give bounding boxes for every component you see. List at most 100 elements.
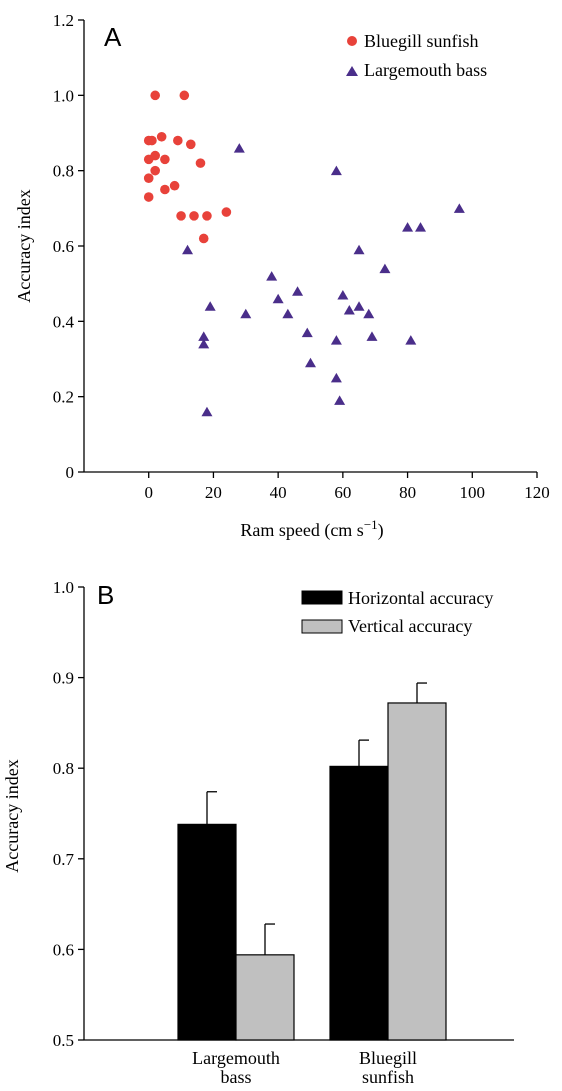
largemouth-point bbox=[233, 143, 245, 153]
bar-horizontal bbox=[177, 823, 237, 1041]
largemouth-point bbox=[282, 308, 294, 319]
bluegill-point bbox=[169, 180, 180, 191]
bluegill-point bbox=[176, 211, 186, 221]
largemouth-point bbox=[453, 203, 465, 213]
scatter-y-tick-label: 0.6 bbox=[53, 237, 74, 256]
largemouth-point bbox=[337, 289, 349, 300]
bluegill-point bbox=[143, 173, 154, 183]
bar-y-tick-label: 0.6 bbox=[53, 940, 74, 959]
scatter-y-tick-label: 1.2 bbox=[53, 11, 74, 30]
category-label: Bluegill bbox=[359, 1048, 417, 1068]
bluegill-point bbox=[198, 233, 209, 244]
bar-legend: Horizontal accuracy Vertical accuracy bbox=[301, 588, 493, 636]
bluegill-point bbox=[150, 90, 160, 101]
bar-vertical bbox=[235, 954, 295, 1041]
bar-vertical bbox=[387, 702, 447, 1041]
category-label: sunfish bbox=[362, 1067, 414, 1087]
largemouth-point bbox=[266, 271, 278, 281]
scatter-x-tick-label: 0 bbox=[144, 483, 153, 502]
largemouth-point bbox=[330, 165, 342, 176]
bluegill-point bbox=[150, 165, 160, 176]
bar-y-tick-label: 0.7 bbox=[53, 850, 75, 869]
largemouth-point bbox=[330, 335, 342, 345]
scatter-y-tick-label: 0 bbox=[66, 463, 75, 482]
bar-axes bbox=[83, 587, 514, 1041]
legend-marker-largemouth bbox=[346, 66, 358, 76]
scatter-points bbox=[143, 90, 465, 417]
bar-marks bbox=[177, 682, 447, 1041]
largemouth-point bbox=[240, 308, 252, 319]
largemouth-point bbox=[198, 331, 210, 341]
scatter-y-tick-label: 1.0 bbox=[53, 86, 74, 105]
largemouth-point bbox=[201, 406, 213, 417]
bluegill-point bbox=[189, 211, 199, 221]
bluegill-point bbox=[150, 150, 160, 161]
bar-y-tick-label: 0.5 bbox=[53, 1031, 74, 1050]
bluegill-point bbox=[147, 135, 157, 146]
largemouth-point bbox=[366, 331, 378, 341]
largemouth-point bbox=[330, 372, 342, 383]
largemouth-point bbox=[379, 263, 391, 274]
largemouth-point bbox=[363, 308, 375, 319]
legend-swatch-horizontal bbox=[301, 590, 343, 605]
scatter-x-tick-label: 80 bbox=[399, 483, 416, 502]
largemouth-point bbox=[334, 395, 346, 405]
largemouth-point bbox=[305, 357, 316, 368]
largemouth-point bbox=[198, 338, 210, 349]
largemouth-point bbox=[204, 301, 216, 311]
legend-label-largemouth: Largemouth bass bbox=[364, 60, 487, 80]
bar-y-tick-label: 0.8 bbox=[53, 759, 74, 778]
bar-y-tick-label: 1.0 bbox=[53, 578, 74, 597]
scatter-x-tick-label: 20 bbox=[205, 483, 222, 502]
largemouth-point bbox=[353, 301, 365, 311]
largemouth-point bbox=[353, 244, 365, 255]
scatter-y-tick-label: 0.8 bbox=[53, 162, 74, 181]
largemouth-point bbox=[272, 293, 284, 304]
panel-letter-a: A bbox=[104, 22, 122, 52]
largemouth-point bbox=[405, 335, 417, 345]
scatter-x-tick-label: 60 bbox=[334, 483, 351, 502]
category-label: Largemouth bbox=[192, 1048, 280, 1068]
bluegill-point bbox=[160, 184, 170, 195]
scatter-x-axis-label: Ram speed (cm s−1) bbox=[240, 517, 383, 541]
scatter-panel-a: A 0 20 40 60 80 100 120 0 0.2 0.4 0.6 0.8 1.0 1.2 Ram… bbox=[14, 11, 550, 541]
scatter-x-tick-label: 120 bbox=[524, 483, 550, 502]
category-label: bass bbox=[221, 1067, 252, 1087]
scatter-y-tick-label: 0.2 bbox=[53, 388, 74, 407]
scatter-x-tick-label: 40 bbox=[270, 483, 287, 502]
scatter-legend: Bluegill sunfish Largemouth bass bbox=[346, 31, 487, 80]
largemouth-point bbox=[402, 222, 414, 232]
bluegill-point bbox=[185, 139, 196, 150]
bluegill-point bbox=[195, 158, 206, 168]
legend-label-bluegill: Bluegill sunfish bbox=[364, 31, 479, 51]
scatter-x-tick-label: 100 bbox=[460, 483, 486, 502]
largemouth-point bbox=[301, 327, 313, 338]
panel-letter-b: B bbox=[97, 580, 114, 610]
bluegill-point bbox=[143, 192, 154, 202]
bar-y-tick-label: 0.9 bbox=[53, 669, 74, 688]
bluegill-point bbox=[179, 90, 190, 101]
bluegill-point bbox=[173, 135, 183, 146]
scatter-axes bbox=[83, 20, 537, 473]
scatter-ticks: 0 20 40 60 80 100 120 0 0.2 0.4 0.6 0.8 1.0 1.2 bbox=[53, 11, 550, 502]
bar-y-axis-label: Accuracy index bbox=[2, 759, 22, 872]
bluegill-point bbox=[221, 207, 232, 217]
largemouth-point bbox=[343, 305, 355, 315]
bar-ticks: 0.5 0.6 0.7 0.8 0.9 1.0 bbox=[53, 578, 84, 1050]
bluegill-point bbox=[156, 131, 167, 142]
largemouth-point bbox=[415, 222, 427, 232]
legend-swatch-vertical bbox=[301, 619, 343, 634]
largemouth-point bbox=[182, 244, 194, 255]
legend-label-horizontal: Horizontal accuracy bbox=[348, 588, 493, 608]
bluegill-point bbox=[202, 211, 212, 221]
scatter-y-tick-label: 0.4 bbox=[53, 312, 75, 331]
legend-label-vertical: Vertical accuracy bbox=[348, 616, 472, 636]
largemouth-point bbox=[292, 286, 304, 296]
bar-horizontal bbox=[329, 765, 389, 1041]
legend-marker-bluegill bbox=[347, 36, 357, 46]
bluegill-point bbox=[160, 154, 170, 165]
scatter-y-axis-label: Accuracy index bbox=[14, 189, 34, 302]
